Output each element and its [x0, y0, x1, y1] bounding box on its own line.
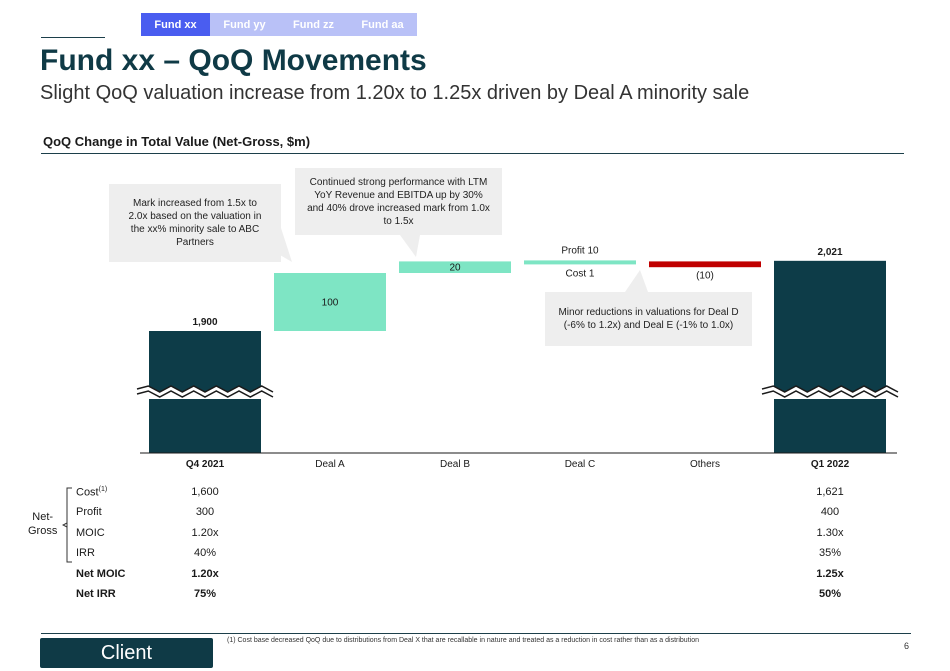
footnote-marker: (1) [98, 486, 108, 493]
callout-pointer [400, 235, 420, 257]
footer-rule [41, 633, 911, 634]
category-label: Deal C [565, 459, 596, 470]
axis-break-line [136, 390, 274, 398]
table-cell-q1: 50% [818, 588, 842, 600]
page-title: Fund xx – QoQ Movements [40, 44, 427, 77]
waterfall-chart: 1,900 Q4 2021 100 Deal A 20 Deal B Profit 10 Co… [136, 228, 899, 470]
footnote: (1) Cost base decreased QoQ due to distr… [227, 637, 699, 644]
tab-fund-yy[interactable]: Fund yy [210, 13, 279, 36]
table-row-label: IRR [76, 547, 95, 559]
bar-increase [399, 261, 511, 273]
table-cell-q1: 1,621 [816, 486, 844, 498]
row-label-text: Cost [76, 486, 99, 499]
table-cell-q1: 400 [820, 506, 840, 518]
note-others: Minor reductions in valuations for Deal … [545, 292, 752, 346]
table-row-label: Profit [76, 506, 102, 518]
chart-title-rule [41, 153, 904, 154]
table-cell-q4: 1,600 [191, 486, 219, 498]
data-label-cost: Cost 1 [566, 268, 595, 279]
table-cell-q4: 40% [193, 547, 217, 559]
bar-increase [274, 273, 386, 331]
data-label-total: 1,900 [192, 317, 217, 328]
bar-profit [524, 260, 636, 265]
table-group-label: Net- Gross [28, 510, 57, 538]
row-label-text: Net MOIC [76, 568, 126, 580]
data-label-increase: 100 [322, 298, 339, 309]
data-label-total: 2,021 [817, 247, 842, 258]
category-label: Deal A [315, 459, 345, 470]
page-subtitle: Slight QoQ valuation increase from 1.20x… [40, 82, 750, 104]
data-label-decrease: (10) [696, 270, 714, 281]
group-label-line1: Net- [32, 511, 54, 523]
axis-break-line [761, 385, 899, 393]
table-cell-q1: 1.30x [816, 527, 844, 539]
row-label-text: IRR [76, 547, 95, 559]
note-deal-a: Mark increased from 1.5x to 2.0x based o… [109, 184, 281, 262]
category-label: Deal B [440, 459, 470, 470]
table-cell-q1: 35% [818, 547, 842, 559]
category-label: Others [690, 459, 720, 470]
table-cell-q4: 75% [193, 588, 217, 600]
tab-fund-xx[interactable]: Fund xx [141, 13, 210, 36]
row-label-text: Net IRR [76, 588, 116, 600]
tab-fund-zz[interactable]: Fund zz [279, 13, 348, 36]
table-cell-q4: 1.20x [191, 568, 219, 580]
category-label: Q1 2022 [811, 459, 850, 470]
tab-fund-aa[interactable]: Fund aa [348, 13, 417, 36]
table-cell-q4: 1.20x [191, 527, 219, 539]
title-rule [41, 37, 105, 38]
table-cell-q4: 300 [195, 506, 215, 518]
table-row-label: Cost(1) [76, 486, 107, 499]
table-row-label: Net MOIC [76, 568, 126, 580]
table-row-label: MOIC [76, 527, 105, 539]
row-label-text: MOIC [76, 527, 105, 539]
callout-pointer [625, 270, 648, 292]
table-bracket [62, 487, 72, 563]
axis-break-line [136, 385, 274, 393]
bar-total [774, 260, 886, 453]
category-label: Q4 2021 [186, 459, 225, 470]
data-label-increase: 20 [449, 263, 461, 274]
page-number: 6 [904, 641, 910, 651]
client-logo: Client [40, 638, 213, 668]
row-label-text: Profit [76, 506, 102, 518]
chart-title: QoQ Change in Total Value (Net-Gross, $m… [43, 134, 311, 149]
group-label-line2: Gross [28, 525, 58, 537]
table-cell-q1: 1.25x [816, 568, 844, 580]
note-deal-b: Continued strong performance with LTM Yo… [295, 168, 502, 235]
axis-break-line [761, 390, 899, 398]
data-label-profit: Profit 10 [561, 245, 599, 256]
bar-decrease [649, 261, 761, 268]
table-row-label: Net IRR [76, 588, 116, 600]
